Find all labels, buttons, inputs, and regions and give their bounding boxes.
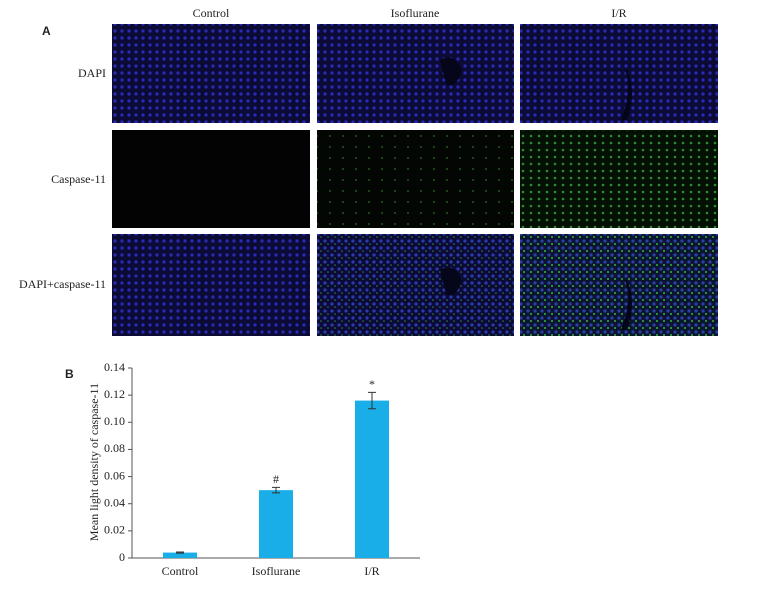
bar: [259, 490, 293, 558]
column-label: Control: [193, 6, 230, 20]
error-bar: [272, 486, 280, 494]
y-tick-label: 0.06: [104, 468, 125, 482]
y-tick-label: 0.02: [104, 523, 125, 537]
significance-marker: #: [273, 472, 279, 486]
micrograph: [520, 24, 718, 123]
x-tick-label: Control: [162, 564, 199, 578]
micrograph: [317, 130, 514, 228]
y-tick-label: 0.10: [104, 414, 125, 428]
micrograph: [112, 24, 310, 123]
error-bar: [368, 391, 376, 410]
row-label: DAPI+caspase-11: [19, 277, 106, 291]
micrograph: [112, 130, 310, 228]
y-tick-label: 0.12: [104, 387, 125, 401]
y-tick-label: 0.04: [104, 495, 125, 509]
x-tick-label: Isoflurane: [252, 564, 301, 578]
error-bar: [176, 551, 184, 554]
vessel: [621, 70, 632, 330]
micrograph: [112, 234, 310, 336]
significance-marker: *: [369, 377, 375, 391]
row-label: DAPI: [78, 66, 106, 80]
bar: [163, 552, 197, 558]
panel-letter: B: [65, 367, 74, 381]
y-tick-label: 0.14: [104, 360, 125, 374]
x-tick-label: I/R: [364, 564, 379, 578]
bar: [355, 400, 389, 558]
column-label: I/R: [611, 6, 626, 20]
y-tick-label: 0.08: [104, 441, 125, 455]
micrograph: [317, 234, 514, 336]
tissue-void: [440, 57, 462, 296]
micrograph: [317, 24, 514, 123]
micrographs: [112, 24, 718, 336]
y-tick-label: 0: [119, 550, 125, 564]
row-label: Caspase-11: [51, 172, 106, 186]
micrograph: [520, 234, 718, 336]
column-label: Isoflurane: [391, 6, 440, 20]
panel-letter: A: [42, 24, 51, 38]
micrograph: [520, 130, 718, 228]
y-axis-label: Mean light density of caspase-11: [87, 383, 101, 541]
